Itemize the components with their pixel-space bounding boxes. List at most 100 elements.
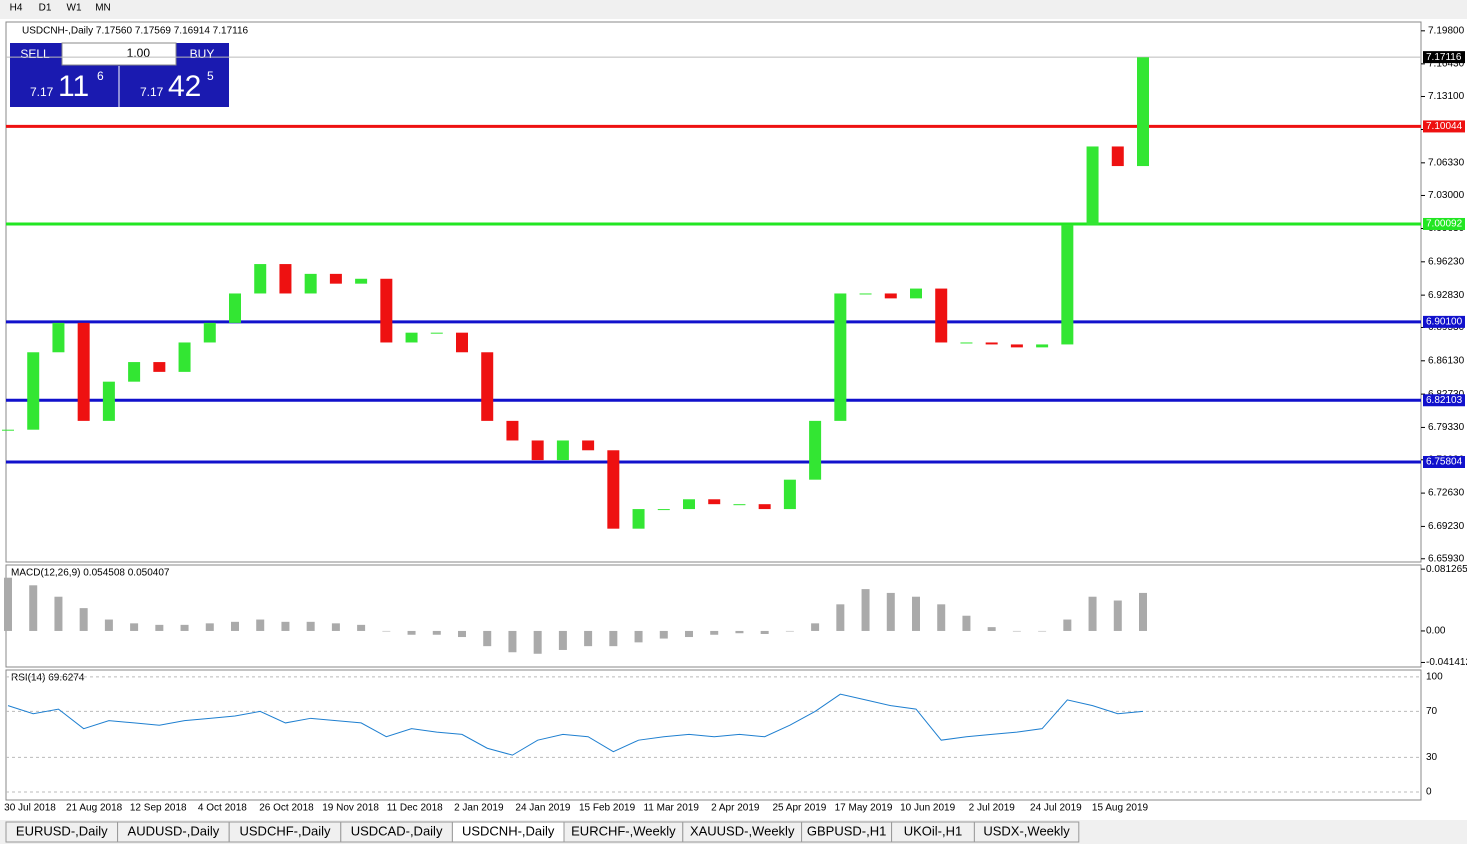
main-panel xyxy=(5,21,1422,563)
timeframe-tab[interactable]: D1 xyxy=(39,3,52,14)
y-tick-label: 7.13100 xyxy=(1428,91,1465,102)
macd-bar xyxy=(104,619,113,631)
timeframe-tab[interactable]: W1 xyxy=(67,3,82,14)
candle xyxy=(910,288,922,299)
macd-bar xyxy=(29,585,38,631)
symbol-tab[interactable]: UKOil-,H1 xyxy=(904,823,963,838)
macd-bar xyxy=(962,615,971,631)
candle xyxy=(632,509,645,529)
y-tick-label: 6.92830 xyxy=(1428,290,1465,301)
buy-price: 7.17 xyxy=(140,85,164,99)
symbol-tab[interactable]: EURUSD-,Daily xyxy=(16,823,108,838)
rsi-tick-label: 30 xyxy=(1426,752,1438,763)
buy-fraction: 5 xyxy=(207,69,214,83)
macd-bar xyxy=(861,589,870,631)
buy-button[interactable]: BUY xyxy=(190,47,215,61)
symbol-tab[interactable]: USDCHF-,Daily xyxy=(240,823,332,838)
macd-bar xyxy=(432,630,441,635)
candle xyxy=(607,450,620,529)
rsi-panel xyxy=(5,669,1422,801)
x-tick-label: 11 Dec 2018 xyxy=(387,803,443,814)
timeframe-tab[interactable]: H4 xyxy=(10,3,23,14)
macd-bar xyxy=(1012,630,1021,632)
macd-tick-label: 0.00 xyxy=(1426,626,1446,637)
macd-bar xyxy=(231,621,239,631)
candle xyxy=(960,342,973,344)
candle xyxy=(1036,344,1049,348)
macd-bar xyxy=(256,619,265,631)
candle xyxy=(683,499,695,510)
symbol-tab[interactable]: USDCNH-,Daily xyxy=(462,823,555,838)
macd-tick-label: -0.041412 xyxy=(1426,657,1467,668)
macd-bar xyxy=(1038,630,1047,632)
candle xyxy=(77,322,90,421)
sell-button[interactable]: SELL xyxy=(20,47,50,61)
timeframe-tab[interactable]: MN xyxy=(95,3,111,14)
macd-bar xyxy=(1113,600,1122,631)
x-tick-label: 15 Aug 2019 xyxy=(1092,803,1149,814)
x-tick-label: 24 Jan 2019 xyxy=(515,803,570,814)
level-label-bg xyxy=(1423,217,1465,230)
macd-bar xyxy=(987,627,996,631)
rsi-tick-label: 70 xyxy=(1426,706,1438,717)
symbol-tab[interactable]: USDCAD-,Daily xyxy=(351,823,443,838)
macd-bar xyxy=(609,630,618,647)
macd-bar xyxy=(331,623,340,631)
candle xyxy=(985,342,998,345)
candle xyxy=(834,293,847,421)
candle xyxy=(531,440,544,461)
candle xyxy=(304,273,317,294)
candle xyxy=(102,381,115,421)
candle xyxy=(380,278,393,343)
macd-bar xyxy=(4,577,12,631)
y-tick-label: 6.82730 xyxy=(1428,389,1465,400)
x-tick-label: 30 Jul 2018 xyxy=(4,803,56,814)
macd-panel xyxy=(5,564,1422,668)
level-label-bg xyxy=(1423,120,1465,133)
symbol-tab[interactable]: USDX-,Weekly xyxy=(983,823,1070,838)
x-tick-label: 2 Apr 2019 xyxy=(711,803,760,814)
y-tick-label: 6.65930 xyxy=(1428,553,1465,564)
symbol-tab[interactable]: XAUUSD-,Weekly xyxy=(690,823,795,838)
current-price-label: 7.17116 xyxy=(1426,52,1462,63)
candle xyxy=(657,509,670,511)
macd-bar xyxy=(407,630,416,635)
sell-pips: 11 xyxy=(58,70,89,103)
symbol-tab[interactable]: EURCHF-,Weekly xyxy=(571,823,676,838)
candle xyxy=(279,264,292,294)
symbol-tab[interactable]: AUDUSD-,Daily xyxy=(128,823,220,838)
candle xyxy=(582,440,595,451)
x-tick-label: 24 Jul 2019 xyxy=(1030,803,1082,814)
symbol-tab[interactable]: GBPUSD-,H1 xyxy=(807,823,886,838)
macd-bar xyxy=(281,621,290,631)
candle xyxy=(556,440,569,461)
rsi-title: RSI(14) 69.6274 xyxy=(11,673,85,684)
macd-bar xyxy=(130,623,139,631)
macd-bar xyxy=(634,630,643,643)
candle xyxy=(355,278,368,284)
tab-bg[interactable] xyxy=(973,821,1080,843)
macd-bar xyxy=(912,596,920,631)
macd-bar xyxy=(205,623,214,631)
x-tick-label: 25 Apr 2019 xyxy=(772,803,826,814)
x-tick-label: 21 Aug 2018 xyxy=(66,803,123,814)
level-label: 6.82103 xyxy=(1426,395,1463,406)
toolbar xyxy=(0,0,1467,19)
x-tick-label: 10 Jun 2019 xyxy=(900,803,955,814)
buy-pips: 42 xyxy=(168,70,201,103)
rsi-tick-label: 100 xyxy=(1426,672,1443,683)
macd-bar xyxy=(685,630,693,638)
y-tick-label: 6.72630 xyxy=(1428,488,1465,499)
macd-bar xyxy=(180,624,189,631)
lot-size[interactable]: 1.00 xyxy=(127,46,151,60)
y-tick-label: 7.06330 xyxy=(1428,157,1465,168)
x-tick-label: 11 Mar 2019 xyxy=(643,803,699,814)
level-label: 6.90100 xyxy=(1426,317,1463,328)
candle xyxy=(1137,57,1149,167)
candle xyxy=(203,322,216,343)
level-label-bg xyxy=(1423,315,1465,328)
candle xyxy=(128,362,141,382)
y-tick-label: 6.79330 xyxy=(1428,422,1465,433)
candle xyxy=(1111,146,1124,167)
